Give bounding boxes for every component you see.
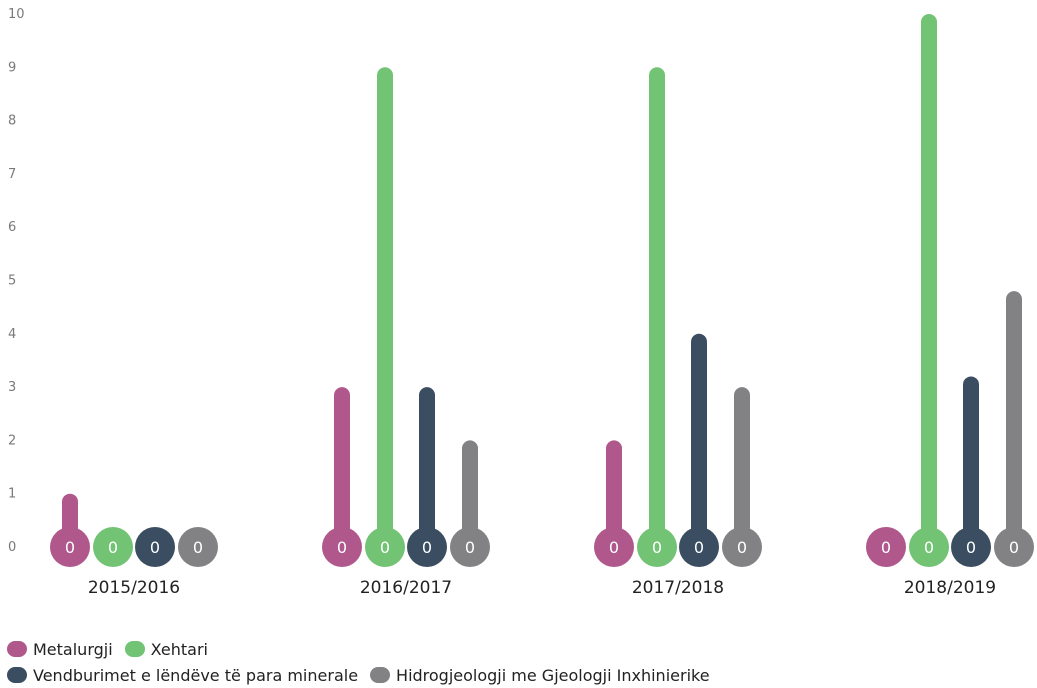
bulb-label: 0	[337, 538, 347, 557]
y-tick-label: 7	[8, 167, 16, 182]
y-tick-label: 10	[8, 7, 25, 22]
bar-bulb[interactable]	[178, 527, 218, 567]
plot-area: 0 0 0 0 0 0 0 0 0 0 0 0 0 0 0 0	[50, 14, 1034, 567]
bar-bulb[interactable]	[50, 527, 90, 567]
bulb-label: 0	[108, 538, 118, 557]
bulb-label: 0	[737, 538, 747, 557]
bar-bulb[interactable]	[594, 527, 634, 567]
bar-bulb[interactable]	[866, 527, 906, 567]
y-tick-label: 3	[8, 380, 16, 395]
legend-label-xehtari: Xehtari	[150, 639, 208, 659]
y-tick-label: 1	[8, 487, 16, 502]
bar[interactable]	[462, 440, 478, 547]
legend-swatch-hidrogjeologji	[370, 667, 391, 683]
legend: Metalurgji Xehtari Vendburimet e lëndëve…	[7, 636, 722, 688]
bar[interactable]	[606, 440, 622, 547]
bulb-label: 0	[422, 538, 432, 557]
bar-bulb[interactable]	[637, 527, 677, 567]
bulb-label: 0	[150, 538, 160, 557]
bulb-label: 0	[966, 538, 976, 557]
legend-swatch-metalurgji	[7, 641, 27, 657]
bar-bulb[interactable]	[909, 527, 949, 567]
legend-item-metalurgji[interactable]: Metalurgji	[7, 640, 113, 659]
legend-swatch-xehtari	[124, 641, 145, 657]
bar[interactable]	[1006, 291, 1022, 547]
bar-bulb[interactable]	[450, 527, 490, 567]
bar[interactable]	[334, 387, 350, 547]
y-tick-label: 8	[8, 114, 16, 129]
legend-item-vendburimet[interactable]: Vendburimet e lëndëve të para minerale	[7, 666, 358, 685]
bar-bulb[interactable]	[994, 527, 1034, 567]
bar-bulb[interactable]	[365, 527, 405, 567]
y-tick-label: 4	[8, 327, 16, 342]
bulb-label: 0	[380, 538, 390, 557]
y-tick-label: 5	[8, 274, 16, 289]
legend-swatch-vendburimet	[7, 667, 27, 683]
bulb-label: 0	[465, 538, 475, 557]
bulb-label: 0	[694, 538, 704, 557]
x-axis: 2015/2016 2016/2017 2017/2018 2018/2019	[88, 578, 996, 598]
y-tick-label: 6	[8, 220, 16, 235]
x-tick-label: 2017/2018	[632, 578, 724, 598]
legend-label-metalurgji: Metalurgji	[33, 639, 113, 659]
bar[interactable]	[377, 67, 393, 548]
bar-bulb[interactable]	[322, 527, 362, 567]
y-tick-label: 2	[8, 433, 16, 448]
legend-label-hidrogjeologji: Hidrogjeologji me Gjeologji Inxhinierike	[396, 665, 710, 685]
bar[interactable]	[963, 376, 979, 547]
bar-bulb[interactable]	[722, 527, 762, 567]
bar[interactable]	[419, 387, 435, 547]
bar[interactable]	[649, 67, 665, 548]
bulb-label: 0	[924, 538, 934, 557]
x-tick-label: 2015/2016	[88, 578, 180, 598]
bar-bulb[interactable]	[93, 527, 133, 567]
bar-bulb[interactable]	[951, 527, 991, 567]
bulb-label: 0	[652, 538, 662, 557]
bar[interactable]	[921, 14, 937, 547]
bulb-label: 0	[193, 538, 203, 557]
bar[interactable]	[691, 333, 707, 547]
bar[interactable]	[734, 387, 750, 547]
bulb-label: 0	[1009, 538, 1019, 557]
legend-row: Metalurgji Xehtari	[7, 636, 722, 662]
bar-bulb[interactable]	[679, 527, 719, 567]
legend-label-vendburimet: Vendburimet e lëndëve të para minerale	[33, 665, 359, 685]
legend-item-hidrogjeologji[interactable]: Hidrogjeologji me Gjeologji Inxhinierike	[370, 666, 710, 685]
bulb-label: 0	[65, 538, 75, 557]
bulb-label: 0	[881, 538, 891, 557]
y-tick-label: 0	[8, 540, 16, 555]
legend-item-xehtari[interactable]: Xehtari	[124, 639, 208, 659]
y-axis: 0 1 2 3 4 5 6 7 8 9 10	[8, 7, 25, 555]
y-tick-label: 9	[8, 60, 16, 75]
x-tick-label: 2016/2017	[360, 578, 452, 598]
bulb-label: 0	[609, 538, 619, 557]
legend-row: Vendburimet e lëndëve të para minerale H…	[7, 662, 722, 688]
bar-bulb[interactable]	[407, 527, 447, 567]
bar-bulb[interactable]	[135, 527, 175, 567]
x-tick-label: 2018/2019	[904, 578, 996, 598]
